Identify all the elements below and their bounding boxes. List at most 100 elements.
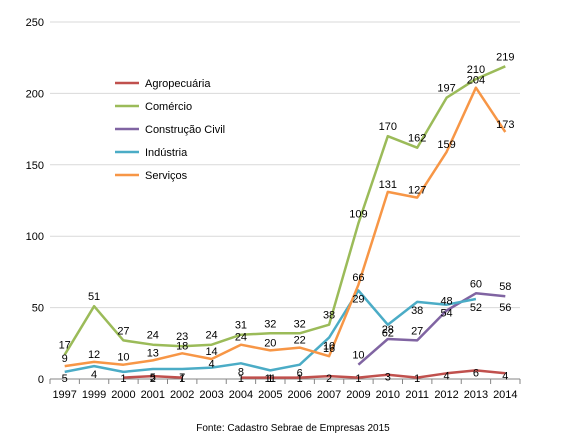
data-label: 27 <box>411 325 423 337</box>
data-label: 1 <box>267 373 273 385</box>
data-label: 60 <box>470 278 482 290</box>
data-label: 2 <box>150 373 156 385</box>
data-label: 38 <box>323 310 335 322</box>
data-label: 1 <box>238 373 244 385</box>
data-label: 14 <box>205 346 217 358</box>
data-label: 29 <box>352 293 364 305</box>
data-label: 162 <box>408 133 426 145</box>
data-label: 5 <box>62 373 68 385</box>
data-label: 58 <box>499 281 511 293</box>
data-label: 7 <box>179 372 185 384</box>
data-label: 1 <box>414 373 420 385</box>
x-tick-label: 2002 <box>170 389 194 401</box>
data-label: 52 <box>470 302 482 314</box>
data-label: 1 <box>297 373 303 385</box>
data-label: 4 <box>91 369 97 381</box>
legend-label: Serviços <box>145 170 188 182</box>
x-tick-label: 2007 <box>317 389 341 401</box>
data-label: 10 <box>323 341 335 353</box>
y-tick-label: 150 <box>26 160 44 172</box>
data-label: 24 <box>235 332 247 344</box>
data-label: 173 <box>496 119 514 131</box>
series-line-agropecu-ria <box>240 369 506 379</box>
data-label: 22 <box>294 335 306 347</box>
y-tick-label: 250 <box>26 17 44 29</box>
legend-label: Agropecuária <box>145 78 211 90</box>
data-label: 12 <box>88 349 100 361</box>
data-label: 32 <box>294 318 306 330</box>
data-label: 62 <box>382 328 394 340</box>
data-label: 2 <box>326 373 332 385</box>
x-tick-label: 2001 <box>141 389 165 401</box>
series-line-com-rcio <box>63 65 506 356</box>
data-label: 4 <box>209 358 215 370</box>
legend-label: Construção Civil <box>145 124 225 136</box>
data-label: 3 <box>385 372 391 384</box>
y-tick-label: 100 <box>26 231 44 243</box>
data-label: 17 <box>59 340 71 352</box>
data-label: 48 <box>440 295 452 307</box>
series-line-agropecu-ria <box>123 374 183 379</box>
series-line-constru-o-civil <box>357 292 506 366</box>
data-label: 24 <box>147 330 159 342</box>
data-label: 4 <box>444 370 450 382</box>
x-tick-label: 2010 <box>376 389 400 401</box>
data-label: 1 <box>179 373 185 385</box>
x-tick-label: 2012 <box>434 389 458 401</box>
data-label: 5 <box>150 372 156 384</box>
legend-label: Indústria <box>145 147 188 159</box>
series-line-servi-os <box>64 86 507 368</box>
data-label: 197 <box>437 83 455 95</box>
data-label: 24 <box>205 330 217 342</box>
data-label: 204 <box>467 75 485 87</box>
series-line-ind-stria <box>64 289 477 374</box>
data-label: 170 <box>379 121 397 133</box>
data-label: 23 <box>176 331 188 343</box>
data-label: 210 <box>467 64 485 76</box>
data-label: 109 <box>349 208 367 220</box>
x-tick-label: 2013 <box>464 389 488 401</box>
data-label: 4 <box>502 370 508 382</box>
source-note: Fonte: Cadastro Sebrae de Empresas 2015 <box>196 423 390 434</box>
x-tick-label: 2003 <box>199 389 223 401</box>
data-label: 56 <box>499 302 511 314</box>
x-tick-label: 2005 <box>258 389 282 401</box>
legend-label: Comércio <box>145 101 192 113</box>
data-label: 159 <box>437 139 455 151</box>
data-label: 10 <box>117 352 129 364</box>
data-label: 31 <box>235 320 247 332</box>
data-label: 32 <box>264 318 276 330</box>
y-tick-label: 50 <box>32 303 44 315</box>
x-tick-label: 2014 <box>493 389 517 401</box>
data-label: 131 <box>379 179 397 191</box>
data-label: 10 <box>352 350 364 362</box>
data-label: 127 <box>408 185 426 197</box>
data-label: 66 <box>352 272 364 284</box>
data-label: 16 <box>323 343 335 355</box>
data-label: 1 <box>120 373 126 385</box>
data-label: 38 <box>411 305 423 317</box>
data-label: 20 <box>264 337 276 349</box>
x-tick-label: 2009 <box>346 389 370 401</box>
data-label: 51 <box>88 291 100 303</box>
data-label: 28 <box>382 324 394 336</box>
x-tick-label: 2006 <box>287 389 311 401</box>
y-tick-label: 0 <box>38 374 44 386</box>
x-tick-label: 2004 <box>229 389 253 401</box>
x-tick-label: 1997 <box>52 389 76 401</box>
data-label: 54 <box>440 308 452 320</box>
data-label: 13 <box>147 347 159 359</box>
data-label: 219 <box>496 51 514 63</box>
data-label: 1 <box>355 373 361 385</box>
y-tick-label: 200 <box>26 88 44 100</box>
x-tick-label: 2011 <box>405 389 429 401</box>
x-tick-label: 1999 <box>82 389 106 401</box>
x-tick-label: 2000 <box>111 389 135 401</box>
data-label: 9 <box>62 353 68 365</box>
data-label: 6 <box>473 367 479 379</box>
data-label: 6 <box>297 368 303 380</box>
data-label: 18 <box>176 340 188 352</box>
data-label: 8 <box>238 366 244 378</box>
